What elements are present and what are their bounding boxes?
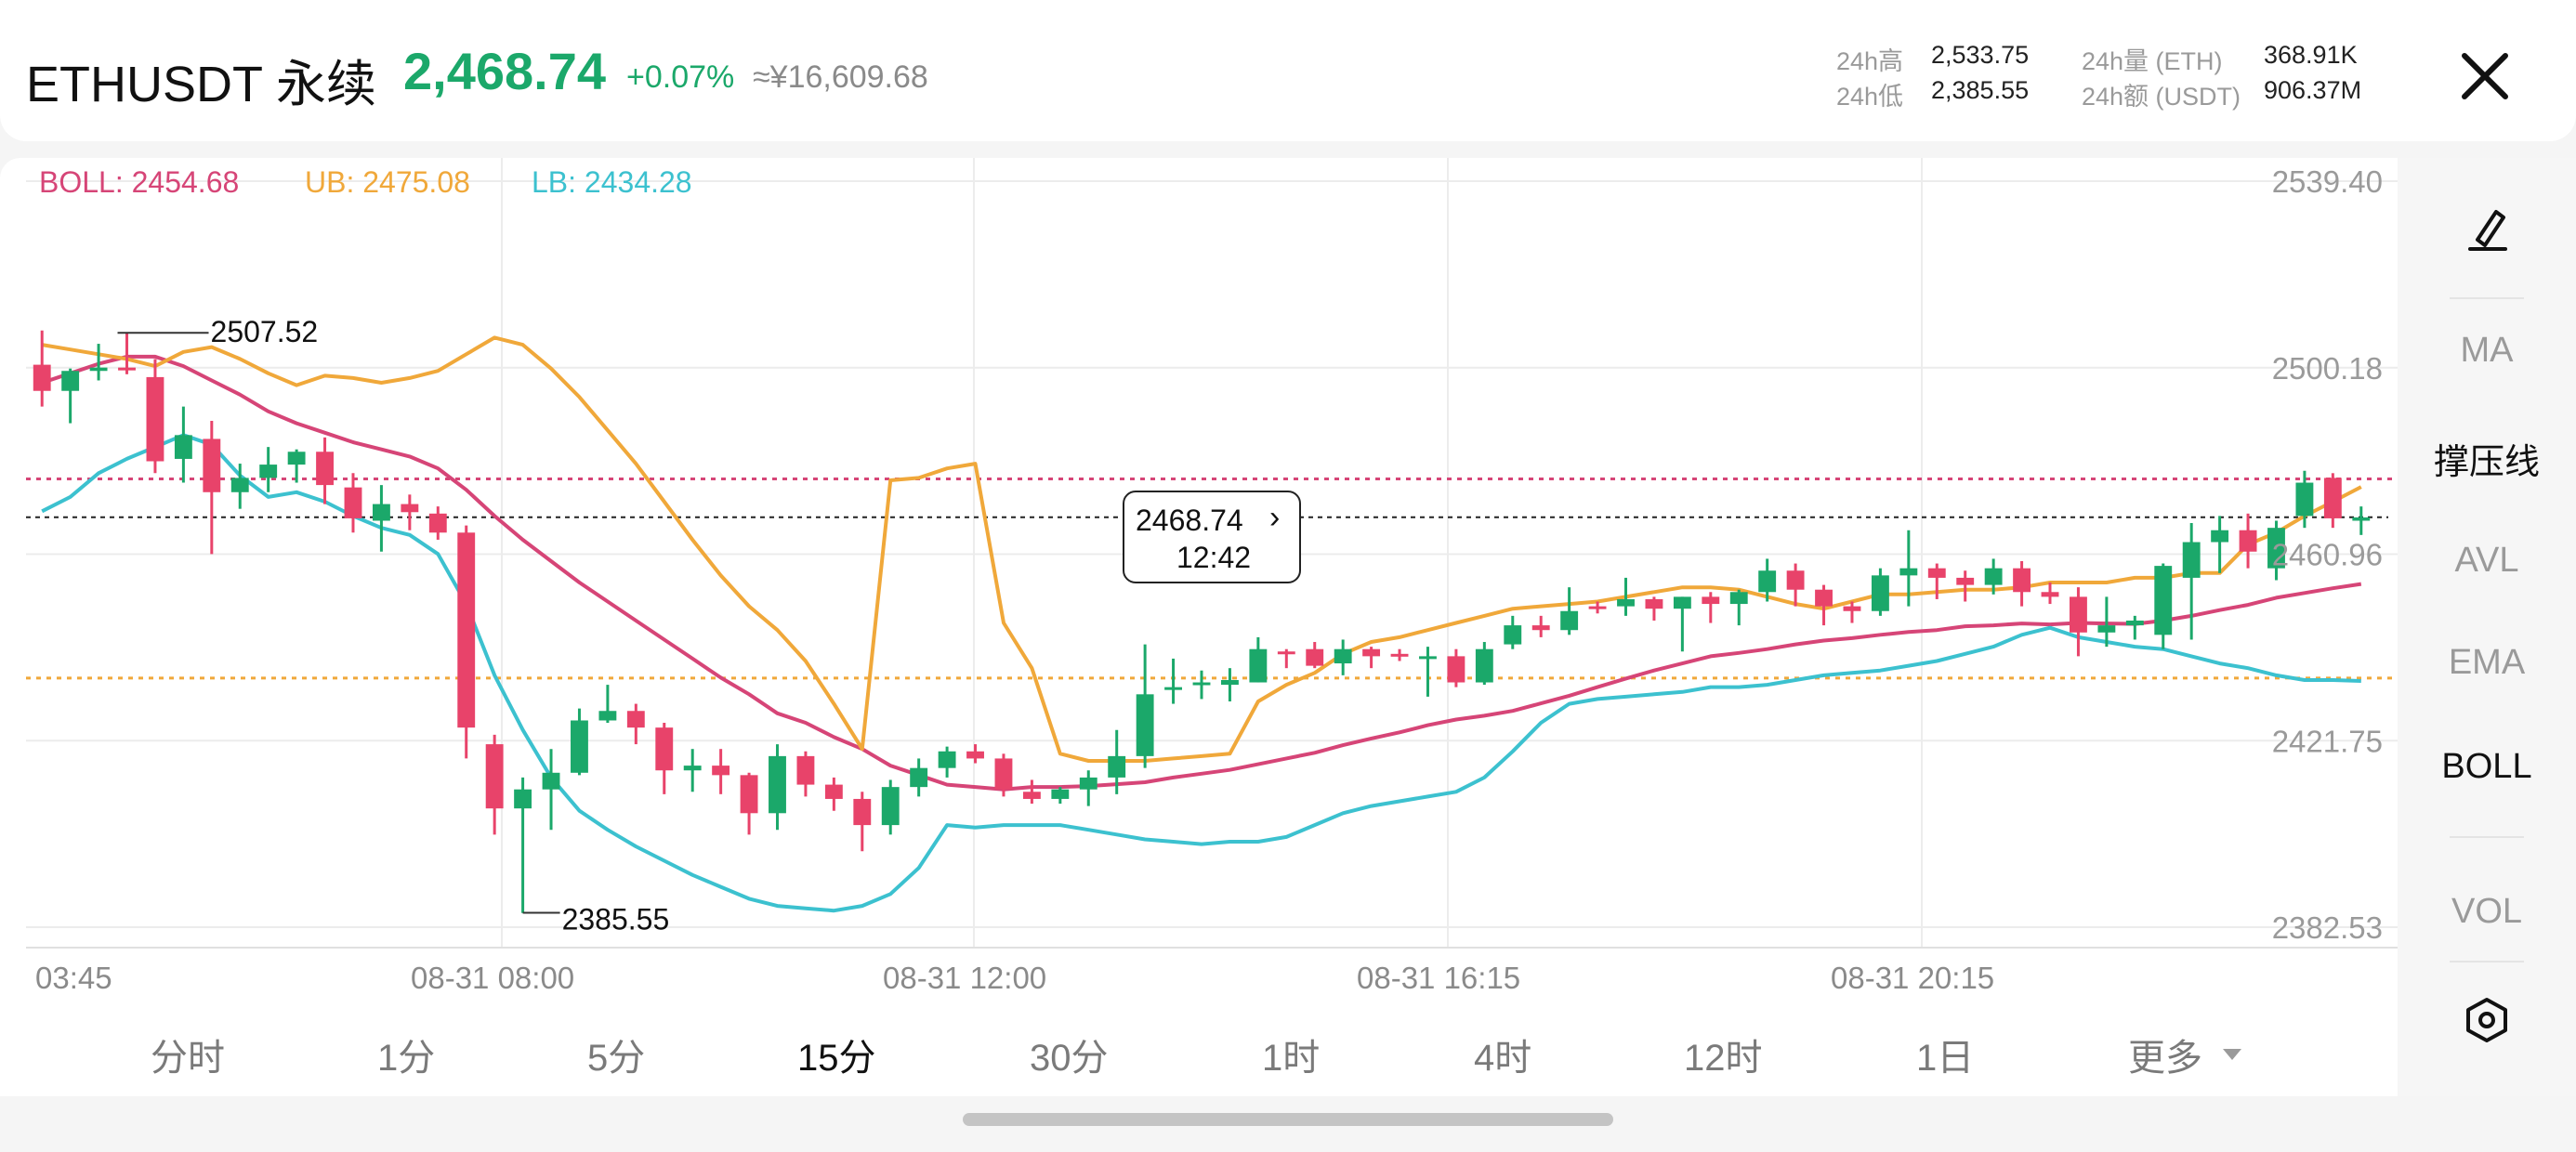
volume-value: 368.91K — [2264, 41, 2358, 69]
tab-5m[interactable]: 5分 — [587, 1038, 646, 1079]
price-crosshair-tooltip[interactable]: 2468.74 › 12:42 — [1123, 491, 1301, 583]
amount-label: 24h额 (USDT) — [2082, 83, 2241, 111]
indicator-sidebar: MA 撑压线 AVL EMA BOLL VOL — [2398, 158, 2576, 1096]
tab-4h[interactable]: 4时 — [1474, 1038, 1532, 1079]
sidebar-divider — [2450, 836, 2524, 838]
sidebar-divider — [2450, 961, 2524, 962]
ticker-header: ETHUSDT 永续 2,468.74 +0.07% ≈¥16,609.68 2… — [0, 0, 2576, 141]
tab-30m[interactable]: 30分 — [1030, 1038, 1109, 1079]
ub-legend: UB: 2475.08 — [305, 165, 470, 199]
sidebar-item-vol[interactable]: VOL — [2451, 892, 2523, 931]
tab-12h[interactable]: 12时 — [1684, 1038, 1763, 1079]
close-button[interactable] — [2448, 39, 2522, 113]
tooltip-price: 2468.74 — [1136, 504, 1243, 537]
tab-1h[interactable]: 1时 — [1262, 1038, 1321, 1079]
volume-label: 24h量 (ETH) — [2082, 47, 2223, 75]
last-price: 2,468.74 — [403, 42, 606, 100]
price-change: +0.07% — [626, 59, 735, 95]
close-icon — [2462, 53, 2508, 99]
tooltip-time: 12:42 — [1176, 541, 1252, 574]
sidebar-item-support-resistance[interactable]: 撑压线 — [2433, 443, 2540, 482]
amount-value: 906.37M — [2264, 76, 2362, 104]
tab-15m[interactable]: 15分 — [797, 1038, 876, 1079]
home-indicator — [963, 1113, 1613, 1126]
sidebar-item-boll[interactable]: BOLL — [2441, 747, 2532, 786]
caret-down-icon — [2223, 1049, 2241, 1060]
timeframe-bar — [0, 1007, 2398, 1096]
tab-timeline[interactable]: 分时 — [151, 1038, 225, 1079]
tab-1m[interactable]: 1分 — [377, 1038, 436, 1079]
low-label: 24h低 — [1836, 83, 1904, 111]
cny-price: ≈¥16,609.68 — [753, 59, 928, 95]
high-label: 24h高 — [1836, 47, 1904, 75]
low-value: 2,385.55 — [1931, 76, 2030, 104]
settings-hexagon-icon[interactable] — [2463, 996, 2511, 1044]
tab-1d[interactable]: 1日 — [1916, 1038, 1975, 1079]
tab-more[interactable]: 更多 — [2128, 1038, 2202, 1079]
sidebar-item-ma[interactable]: MA — [2460, 331, 2514, 370]
sidebar-divider — [2450, 297, 2524, 299]
lb-legend: LB: 2434.28 — [532, 165, 692, 199]
chevron-right-icon: › — [1269, 500, 1281, 535]
sidebar-item-ema[interactable]: EMA — [2448, 643, 2526, 682]
symbol-title[interactable]: ETHUSDT 永续 — [26, 57, 377, 112]
draw-pen-icon[interactable] — [2459, 201, 2515, 256]
boll-legend: BOLL: 2454.68 — [39, 165, 240, 199]
high-value: 2,533.75 — [1931, 41, 2030, 69]
sidebar-item-avl[interactable]: AVL — [2454, 541, 2519, 580]
